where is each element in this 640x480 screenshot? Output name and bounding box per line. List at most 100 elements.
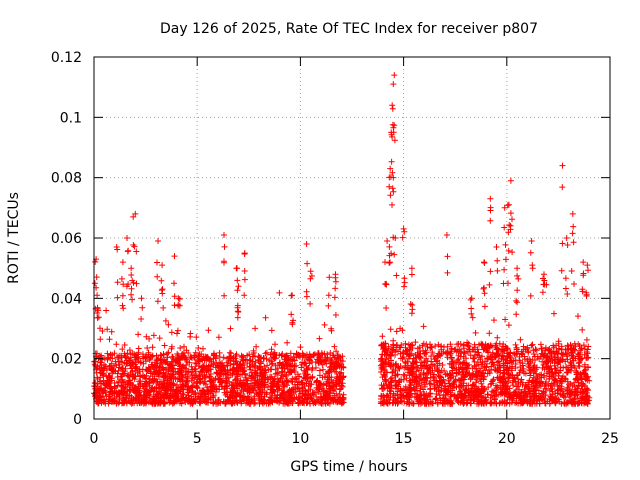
- data-point: [246, 351, 253, 358]
- data-point: [206, 356, 213, 363]
- data-point: [177, 345, 184, 351]
- data-point: [302, 374, 309, 381]
- data-point: [290, 367, 297, 374]
- data-point: [388, 158, 395, 165]
- data-point: [560, 364, 567, 371]
- data-point: [315, 359, 322, 366]
- data-point: [91, 380, 98, 387]
- data-point: [486, 281, 493, 288]
- data-point: [128, 285, 135, 292]
- data-point: [104, 326, 111, 333]
- data-point: [167, 382, 174, 389]
- data-point: [277, 375, 284, 382]
- data-point: [108, 328, 115, 335]
- data-point: [122, 365, 129, 372]
- data-point: [328, 325, 335, 332]
- data-point: [491, 317, 497, 324]
- data-point: [171, 293, 178, 300]
- data-point: [114, 374, 121, 380]
- data-point: [116, 389, 122, 396]
- data-point: [176, 356, 183, 363]
- data-point: [297, 344, 304, 351]
- data-point: [336, 353, 343, 360]
- data-point: [142, 380, 149, 387]
- data-point: [288, 311, 295, 318]
- data-point: [129, 296, 136, 303]
- data-point: [299, 381, 306, 388]
- data-point: [212, 355, 219, 362]
- data-points: [91, 72, 593, 407]
- data-point: [513, 311, 520, 318]
- data-point: [468, 310, 475, 317]
- data-point: [121, 342, 128, 348]
- data-point: [174, 381, 180, 388]
- data-point: [320, 381, 327, 388]
- data-point: [334, 394, 341, 401]
- data-point: [93, 365, 100, 372]
- data-point: [104, 356, 111, 363]
- data-point: [250, 386, 257, 393]
- data-point: [287, 350, 294, 357]
- y-tick-label: 0.1: [60, 110, 82, 126]
- x-tick-label: 5: [193, 431, 202, 447]
- data-point: [215, 399, 222, 406]
- data-point: [328, 357, 335, 364]
- data-point: [160, 374, 167, 381]
- data-point: [325, 302, 332, 309]
- data-point: [127, 369, 134, 376]
- data-point: [232, 358, 239, 365]
- data-point: [317, 382, 324, 389]
- data-point: [245, 399, 252, 406]
- data-point: [296, 399, 303, 406]
- data-point: [94, 387, 101, 394]
- data-point: [281, 394, 287, 401]
- data-point: [132, 395, 139, 402]
- data-point: [255, 357, 262, 364]
- data-point: [280, 361, 287, 368]
- data-point: [165, 321, 172, 328]
- data-point: [175, 354, 182, 361]
- data-point: [268, 346, 275, 353]
- data-point: [336, 363, 343, 370]
- chart-title: Day 126 of 2025, Rate Of TEC Index for r…: [160, 21, 538, 37]
- data-point: [112, 358, 119, 365]
- data-point: [331, 294, 338, 301]
- data-point: [128, 365, 135, 372]
- data-point: [305, 392, 312, 398]
- data-point: [163, 358, 170, 365]
- data-point: [333, 362, 340, 369]
- data-point: [143, 368, 150, 374]
- data-point: [213, 400, 220, 407]
- data-point: [191, 352, 198, 359]
- data-point: [324, 378, 331, 385]
- y-tick-label: 0.08: [51, 171, 82, 187]
- data-point: [221, 232, 227, 238]
- data-point: [184, 358, 191, 365]
- data-point: [127, 351, 134, 358]
- data-point: [481, 290, 488, 297]
- data-point: [155, 382, 162, 389]
- data-point: [270, 350, 277, 357]
- data-point: [234, 302, 241, 309]
- data-point: [241, 381, 248, 388]
- data-point: [528, 238, 535, 244]
- data-point: [225, 374, 232, 381]
- data-point: [307, 275, 314, 282]
- data-point: [128, 272, 135, 278]
- data-point: [149, 344, 156, 351]
- data-point: [150, 388, 157, 395]
- data-point: [155, 238, 161, 244]
- data-point: [298, 364, 305, 371]
- data-point: [217, 372, 224, 378]
- data-point: [179, 381, 186, 388]
- data-point: [132, 359, 138, 366]
- data-point: [262, 314, 269, 321]
- data-point: [408, 265, 415, 272]
- data-point: [271, 375, 278, 382]
- data-point: [408, 310, 415, 317]
- data-point: [114, 294, 121, 301]
- data-point: [132, 210, 139, 217]
- data-point: [400, 225, 407, 232]
- data-point: [240, 368, 247, 375]
- data-point: [188, 393, 195, 400]
